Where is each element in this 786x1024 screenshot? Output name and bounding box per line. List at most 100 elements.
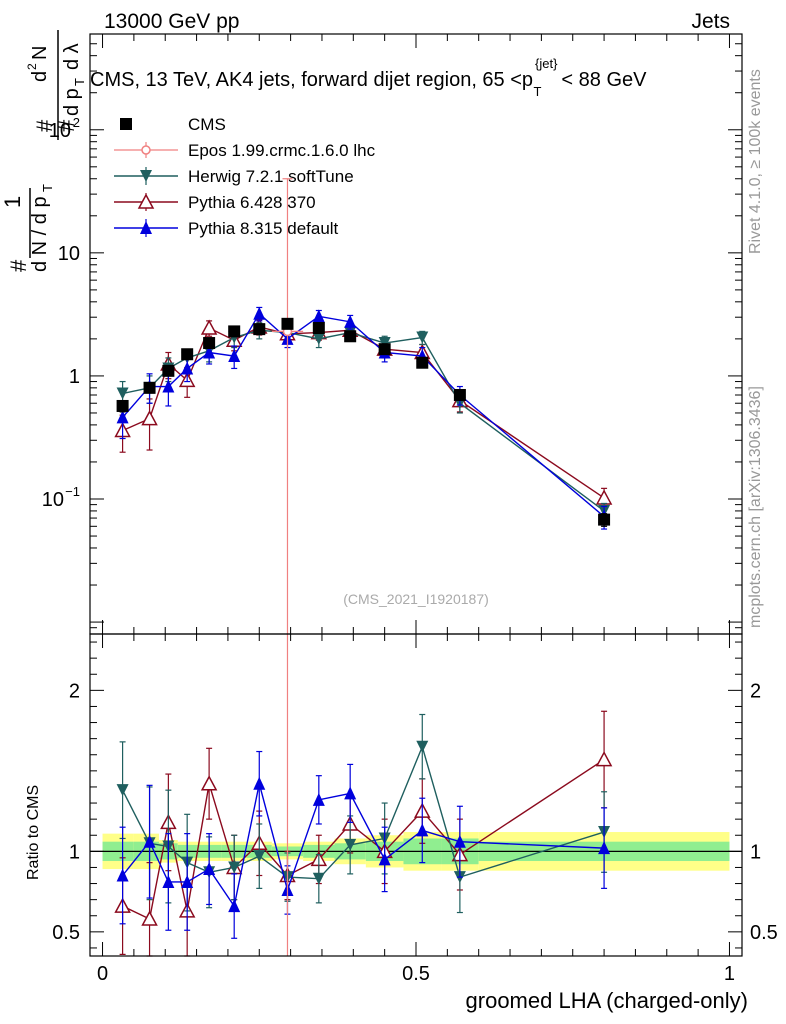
point-cms — [416, 356, 429, 369]
point-pythia-6-428-370 — [200, 319, 218, 335]
ratio-y-axis-label: Ratio to CMS — [25, 785, 42, 880]
line-herwig-7-2-1-softtune — [122, 329, 605, 512]
legend-label: Herwig 7.2.1 softTune — [188, 167, 354, 186]
y-tick-label: 10 2 — [49, 115, 80, 142]
ratio-point-pythia-6-428-370 — [595, 750, 613, 767]
side-label-mcplots: mcplots.cern.ch [arXiv:1306.3436] — [747, 386, 764, 628]
ratio-point-herwig-7-2-1-softtune — [344, 838, 357, 851]
y-tick-label-base: 10 — [42, 489, 64, 511]
ratio-point-herwig-7-2-1-softtune — [416, 740, 429, 753]
point-cms — [228, 325, 241, 338]
legend-label: Epos 1.99.crmc.1.6.0 lhc — [188, 141, 376, 160]
svg-text:1: 1 — [0, 196, 25, 208]
side-label-rivet: Rivet 4.1.0, ≥ 100k events — [747, 69, 764, 254]
ratio-y-tick-label-right: 1 — [750, 841, 761, 863]
ratio-point-pythia-8-315-default — [378, 852, 391, 866]
y-tick-label: 1 — [69, 366, 80, 388]
legend-label: CMS — [188, 115, 226, 134]
ratio-point-pythia-8-315-default — [162, 874, 175, 888]
legend-item-pythia-8-315-default: Pythia 8.315 default — [114, 219, 339, 238]
ratio-series-pythia-8-315-default — [116, 750, 611, 939]
svg-text:#: # — [6, 259, 31, 272]
point-cms — [281, 317, 294, 330]
point-cms — [344, 330, 357, 343]
ratio-y-tick-label-left: 0.5 — [52, 922, 80, 944]
point-cms — [453, 388, 466, 401]
ratio-point-pythia-8-315-default — [312, 792, 325, 806]
title-part-2: < 88 GeV — [561, 69, 647, 91]
ratio-y-tick-label-right: 2 — [750, 680, 761, 702]
y-tick-label-base: 10 — [58, 243, 80, 265]
point-pythia-8-315-default — [203, 345, 216, 359]
series-pythia-8-315-default — [116, 306, 611, 530]
legend-item-cms: CMS — [120, 115, 226, 134]
ratio-point-herwig-7-2-1-softtune — [116, 784, 129, 797]
legend-marker — [140, 170, 152, 182]
line-pythia-8-315-default — [122, 312, 605, 518]
main-panel-data — [114, 178, 613, 634]
x-tick-label: 1 — [724, 963, 735, 985]
series-cms — [116, 317, 611, 527]
legend-marker — [137, 193, 155, 209]
y-tick-label: 10 −1 — [42, 484, 80, 511]
y-tick-label-base: 10 — [49, 120, 71, 142]
point-herwig-7-2-1-softtune — [312, 332, 325, 345]
title-part-1: CMS, 13 TeV, AK4 jets, forward dijet reg… — [90, 69, 533, 91]
title-superscript: {jet} — [535, 56, 558, 71]
point-pythia-8-315-default — [344, 314, 357, 328]
ratio-point-pythia-6-428-370 — [200, 775, 218, 791]
point-pythia-8-315-default — [228, 349, 241, 363]
ratio-point-pythia-8-315-default — [344, 786, 357, 800]
svg-text:#: # — [54, 119, 79, 132]
point-pythia-6-428-370 — [595, 489, 613, 505]
ratio-y-tick-label-right: 0.5 — [750, 922, 778, 944]
ratio-line-herwig-7-2-1-softtune — [121, 744, 605, 880]
main-y-axis-label: # 1 d N / d p T # d 2 N # d p T d λ — [0, 30, 87, 272]
header-left: 13000 GeV pp — [104, 10, 239, 33]
svg-text:2: 2 — [25, 63, 39, 70]
svg-text:d λ: d λ — [61, 43, 83, 70]
point-cms — [116, 399, 129, 412]
series-epos — [271, 178, 304, 634]
ratio-point-herwig-7-2-1-softtune — [312, 872, 325, 885]
svg-text:T: T — [72, 78, 87, 86]
legend-marker — [141, 145, 151, 155]
line-pythia-6-428-370 — [122, 326, 605, 499]
svg-text:T: T — [40, 184, 55, 192]
x-tick-label: 0.5 — [402, 963, 430, 985]
point-herwig-7-2-1-softtune — [416, 331, 429, 344]
ratio-y-tick-label-left: 2 — [69, 680, 80, 702]
point-pythia-8-315-default — [312, 309, 325, 323]
y-tick-label: 10 — [58, 243, 80, 265]
point-pythia-6-428-370 — [141, 410, 158, 426]
plot-title: CMS, 13 TeV, AK4 jets, forward dijet reg… — [90, 56, 647, 99]
point-cms — [312, 322, 325, 335]
point-cms — [253, 323, 266, 336]
legend-marker — [120, 118, 132, 130]
ratio-point-pythia-8-315-default — [228, 899, 241, 913]
legend-label: Pythia 8.315 default — [188, 219, 339, 238]
point-herwig-7-2-1-softtune — [116, 387, 129, 400]
point-pythia-8-315-default — [253, 306, 266, 320]
ratio-point-pythia-8-315-default — [181, 874, 194, 888]
point-pythia-8-315-default — [162, 379, 175, 393]
svg-text:N: N — [29, 46, 51, 60]
ratio-point-pythia-8-315-default — [598, 841, 611, 855]
legend-label: Pythia 6.428 370 — [188, 193, 316, 212]
legend: CMS Epos 1.99.crmc.1.6.0 lhc Herwig 7.2.1 … — [114, 115, 376, 238]
ratio-point-pythia-8-315-default — [253, 776, 266, 790]
legend-item-herwig-7-2-1-softtune: Herwig 7.2.1 softTune — [114, 167, 354, 186]
point-pythia-8-315-default — [116, 410, 129, 424]
ratio-point-pythia-8-315-default — [116, 868, 129, 882]
legend-item-epos-1-99-crmc-1-6-0-lhc: Epos 1.99.crmc.1.6.0 lhc — [114, 141, 376, 160]
legend-item-pythia-6-428-370: Pythia 6.428 370 — [114, 193, 316, 212]
ratio-point-herwig-7-2-1-softtune — [228, 861, 241, 874]
svg-text:d N / d p: d N / d p — [29, 196, 51, 272]
y-tick-label-exponent: 2 — [73, 115, 80, 130]
ratio-y-tick-label-left: 1 — [69, 841, 80, 863]
ratio-point-pythia-8-315-default — [203, 862, 216, 876]
y-tick-label-base: 1 — [69, 366, 80, 388]
point-cms — [378, 343, 391, 356]
